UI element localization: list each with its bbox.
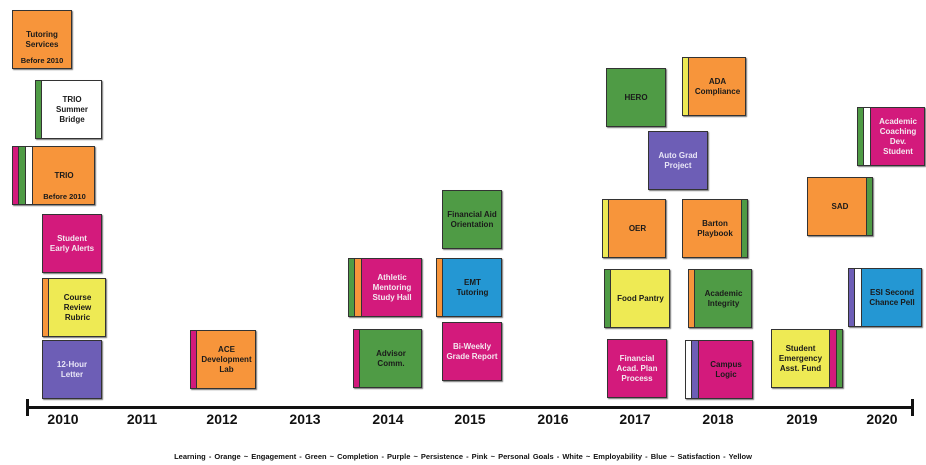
year-label-2015: 2015 xyxy=(454,411,486,427)
year-label-2010: 2010 xyxy=(47,411,79,427)
category-stripe-green xyxy=(349,259,355,316)
initiative-label: Tutoring Services xyxy=(25,29,59,49)
initiative-label: TRIO Summer Bridge xyxy=(55,94,88,124)
timeline-axis xyxy=(28,406,914,409)
initiative-12-hour-letter: 12-Hour Letter xyxy=(42,340,102,399)
initiative-label: Barton Playbook xyxy=(697,218,733,238)
year-label-2020: 2020 xyxy=(866,411,898,427)
initiative-label: Student Early Alerts xyxy=(49,233,95,253)
initiative-label: Financial Acad. Plan Process xyxy=(616,353,658,383)
category-stripe-green xyxy=(741,200,747,257)
category-stripe-purple xyxy=(849,269,855,326)
category-stripe-orange xyxy=(689,270,695,327)
category-stripe-yellow xyxy=(603,200,609,257)
initiative-academic-coaching-dev-student: Academic Coaching Dev. Student xyxy=(857,107,925,166)
initiative-label: Course Review Rubric xyxy=(63,292,92,322)
initiative-label: Bi-Weekly Grade Report xyxy=(446,341,498,361)
initiative-course-review-rubric: Course Review Rubric xyxy=(42,278,106,337)
category-stripe-orange xyxy=(43,279,49,336)
initiative-ace-development-lab: ACE Development Lab xyxy=(190,330,256,389)
initiative-trio: TRIO Before 2010 xyxy=(12,146,95,205)
initiative-esi-second-chance-pell: ESI Second Chance Pell xyxy=(848,268,922,327)
initiative-label: Financial Aid Orientation xyxy=(447,209,497,229)
category-stripe-orange xyxy=(437,259,443,316)
category-stripe-orange xyxy=(355,259,362,316)
year-label-2016: 2016 xyxy=(537,411,569,427)
category-stripe-green xyxy=(866,178,872,235)
initiative-label: EMT Tutoring xyxy=(456,277,489,297)
initiative-label: Campus Logic xyxy=(710,359,742,379)
initiative-label: Academic Coaching Dev. Student xyxy=(879,116,917,156)
category-stripe-white xyxy=(864,108,871,165)
timeline-axis-start-cap xyxy=(26,399,29,416)
year-label-2013: 2013 xyxy=(289,411,321,427)
year-label-2014: 2014 xyxy=(372,411,404,427)
initiative-label: ACE Development Lab xyxy=(201,344,252,374)
initiative-note: Before 2010 xyxy=(20,56,64,65)
initiative-label: Advisor Comm. xyxy=(376,348,406,368)
initiative-label: 12-Hour Letter xyxy=(56,359,88,379)
year-label-2018: 2018 xyxy=(702,411,734,427)
initiative-auto-grad-project: Auto Grad Project xyxy=(648,131,708,190)
initiative-emt-tutoring: EMT Tutoring xyxy=(436,258,502,317)
initiative-barton-playbook: Barton Playbook xyxy=(682,199,748,258)
initiative-label: HERO xyxy=(624,92,648,102)
initiative-label: Student Emergency Asst. Fund xyxy=(778,343,823,373)
initiative-note: Before 2010 xyxy=(43,192,86,201)
category-stripe-green xyxy=(836,330,842,387)
year-label-2017: 2017 xyxy=(619,411,651,427)
initiative-label: Auto Grad Project xyxy=(658,150,698,170)
initiative-financial-aid-orientation: Financial Aid Orientation xyxy=(442,190,502,249)
initiative-label: Academic Integrity xyxy=(704,288,743,308)
category-stripe-yellow xyxy=(683,58,689,115)
initiative-academic-integrity: Academic Integrity xyxy=(688,269,752,328)
category-stripe-pink xyxy=(191,331,197,388)
color-legend: Learning - Orange ~ Engagement - Green ~… xyxy=(174,452,752,461)
category-stripe-green xyxy=(19,147,26,204)
timeline-axis-end-cap xyxy=(911,399,914,416)
category-stripe-pink xyxy=(354,330,360,387)
initiative-label: ADA Compliance xyxy=(694,76,741,96)
category-stripe-pink xyxy=(829,330,836,387)
initiative-sad: SAD xyxy=(807,177,873,236)
year-label-2019: 2019 xyxy=(786,411,818,427)
category-stripe-white xyxy=(26,147,33,204)
initiative-label: Athletic Mentoring Study Hall xyxy=(372,272,412,302)
initiative-student-emergency-asst-fund: Student Emergency Asst. Fund xyxy=(771,329,843,388)
year-label-2012: 2012 xyxy=(206,411,238,427)
initiative-food-pantry: Food Pantry xyxy=(604,269,670,328)
initiative-bi-weekly-grade-report: Bi-Weekly Grade Report xyxy=(442,322,502,381)
year-label-2011: 2011 xyxy=(126,411,158,427)
category-stripe-purple xyxy=(692,341,699,398)
initiative-label: SAD xyxy=(831,201,849,211)
initiative-label: ESI Second Chance Pell xyxy=(869,287,915,307)
initiative-label: TRIO xyxy=(54,170,74,180)
category-stripe-white xyxy=(686,341,692,398)
initiative-advisor-comm: Advisor Comm. xyxy=(353,329,422,388)
category-stripe-pink xyxy=(13,147,19,204)
initiative-label: OER xyxy=(628,223,647,233)
initiative-athletic-mentoring-study-hall: Athletic Mentoring Study Hall xyxy=(348,258,422,317)
initiative-trio-summer-bridge: TRIO Summer Bridge xyxy=(35,80,102,139)
initiative-tutoring-services: Tutoring Services Before 2010 xyxy=(12,10,72,69)
category-stripe-green xyxy=(605,270,611,327)
initiative-financial-acad-plan-process: Financial Acad. Plan Process xyxy=(607,339,667,398)
initiative-ada-compliance: ADA Compliance xyxy=(682,57,746,116)
initiative-hero: HERO xyxy=(606,68,666,127)
initiative-campus-logic: Campus Logic xyxy=(685,340,753,399)
initiative-student-early-alerts: Student Early Alerts xyxy=(42,214,102,273)
category-stripe-white xyxy=(855,269,862,326)
category-stripe-green xyxy=(36,81,42,138)
initiative-oer: OER xyxy=(602,199,666,258)
category-stripe-green xyxy=(858,108,864,165)
initiative-label: Food Pantry xyxy=(617,293,664,303)
